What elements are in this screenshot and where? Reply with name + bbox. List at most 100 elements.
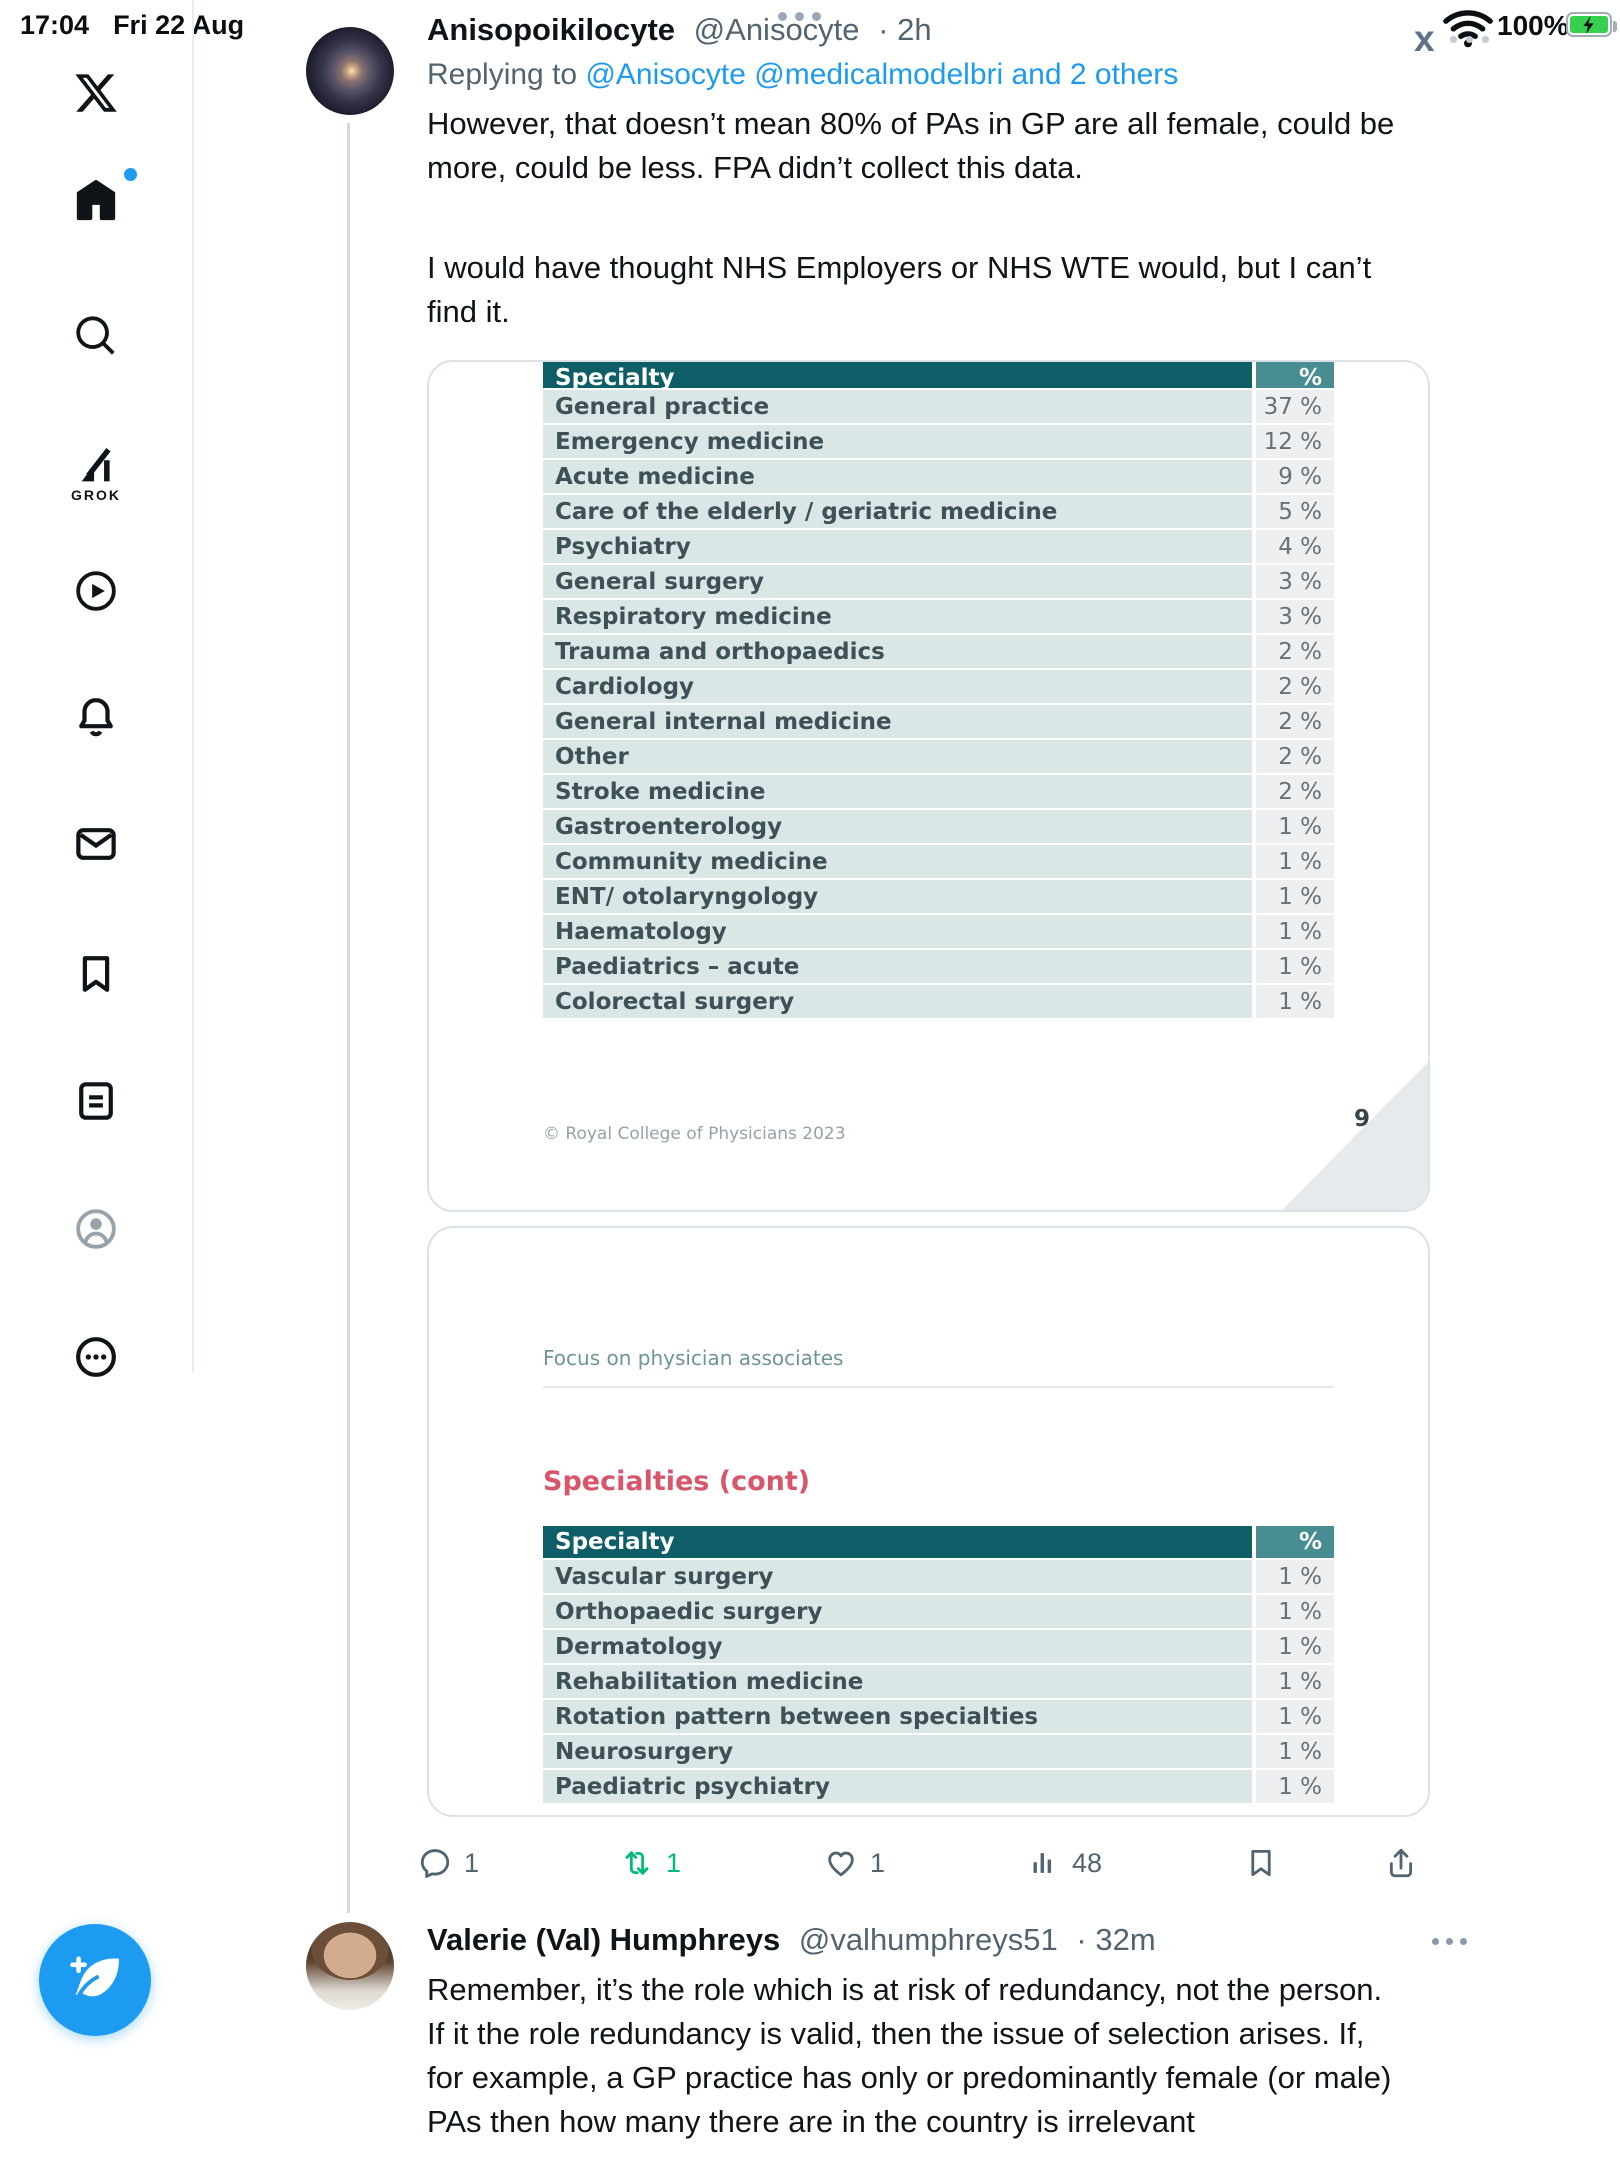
specialty-name-cell: Haematology [543,915,1252,948]
specialty-pct-cell: 1 % [1256,1700,1334,1733]
avatar-valerie-humphreys[interactable] [306,1922,394,2010]
like-count: 1 [870,1847,886,1878]
home-icon [76,179,116,221]
specialty-pct-cell: 1 % [1256,845,1334,878]
feather-compose-icon [70,1956,119,2001]
sidebar-item-more[interactable] [71,1332,121,1382]
table-row: Haematology 1 % [543,915,1334,948]
sidebar-item-x-home-logo[interactable] [71,68,121,118]
views-count: 48 [1072,1847,1103,1878]
specialty-table-page1: Specialty % General practice 37 % Emerge… [543,362,1334,1020]
sidebar-item-notifications[interactable] [71,692,121,742]
sidebar-item-video[interactable] [71,566,121,616]
tweet2-line-2: If it the role redundancy is valid, then… [427,2016,1365,2051]
table-row: Trauma and orthopaedics 2 % [543,635,1334,668]
tweet1-display-name[interactable]: Anisopoikilocyte [427,12,676,47]
sidebar-item-home[interactable] [71,176,121,226]
table1-header-pct: % [1256,362,1334,388]
specialty-pct-cell: 1 % [1256,1770,1334,1803]
tweet2-line-1: Remember, it’s the role which is at risk… [427,1972,1383,2007]
specialty-name-cell: Cardiology [543,670,1252,703]
sidebar-divider [192,0,194,1372]
sidebar-item-lists[interactable] [71,1076,121,1126]
specialty-pct-cell: 2 % [1256,635,1334,668]
specialty-pct-cell: 1 % [1256,1595,1334,1628]
tweet2-line-3: for example, a GP practice has only or p… [427,2060,1392,2095]
sidebar-item-profile[interactable] [71,1204,121,1254]
tweet2-header[interactable]: Valerie (Val) Humphreys @valhumphreys51 … [427,1922,1156,1958]
reply-count: 1 [464,1847,480,1878]
table-row: Respiratory medicine 3 % [543,600,1334,633]
specialty-name-cell: Paediatrics – acute [543,950,1252,983]
replying-mentions[interactable]: @Anisocyte @medicalmodelbri and 2 others [585,58,1179,91]
table-row: General internal medicine 2 % [543,705,1334,738]
views-button[interactable]: 48 [1026,1846,1102,1880]
tweet2-timestamp[interactable]: · 32m [1076,1922,1156,1957]
table-row: Dermatology 1 % [543,1630,1334,1663]
specialty-pct-cell: 3 % [1256,565,1334,598]
specialty-name-cell: Emergency medicine [543,425,1252,458]
avatar-anisopoikilocyte[interactable] [306,27,394,115]
tweet1-header[interactable]: Anisopoikilocyte @Anisocyte · 2h [427,12,932,48]
grok-icon [81,448,111,482]
specialty-pct-cell: 2 % [1256,705,1334,738]
specialty-name-cell: Neurosurgery [543,1735,1252,1768]
grok-label: GROK [71,487,121,503]
tweet1-image-1-specialty-table[interactable]: Specialty % General practice 37 % Emerge… [427,360,1430,1212]
specialty-name-cell: General internal medicine [543,705,1252,738]
play-circle-icon [76,571,116,611]
reply-button[interactable]: 1 [418,1846,479,1880]
specialty-name-cell: Other [543,740,1252,773]
sidebar-item-search[interactable] [71,311,121,361]
like-button[interactable]: 1 [824,1846,885,1880]
table-row: Care of the elderly / geriatric medicine… [543,495,1334,528]
table-row: Orthopaedic surgery 1 % [543,1595,1334,1628]
specialty-name-cell: Psychiatry [543,530,1252,563]
status-x-indicator-icon: x [1414,18,1435,59]
tweet1-line-1: However, that doesn’t mean 80% of PAs in… [427,106,1395,141]
tweet1-handle[interactable]: @Anisocyte [693,12,860,47]
sidebar-item-messages[interactable] [71,819,121,869]
tweet2-more-icon[interactable] [1432,1938,1467,1945]
home-notification-dot [124,168,137,181]
specialty-name-cell: General surgery [543,565,1252,598]
tweet2-handle[interactable]: @valhumphreys51 [798,1922,1058,1957]
table-row: Neurosurgery 1 % [543,1735,1334,1768]
specialty-name-cell: Colorectal surgery [543,985,1252,1018]
compose-fab-button[interactable] [39,1924,151,2036]
tweet1-image-2-specialty-table-cont[interactable]: Focus on physician associates Specialtie… [427,1226,1430,1817]
specialty-pct-cell: 1 % [1256,880,1334,913]
specialty-name-cell: Care of the elderly / geriatric medicine [543,495,1252,528]
bookmark-button[interactable] [1244,1846,1278,1880]
tweet1-paragraph-1: However, that doesn’t mean 80% of PAs in… [427,102,1567,190]
tweet1-timestamp[interactable]: · 2h [878,12,932,47]
table2-header-specialty: Specialty [543,1526,1252,1558]
battery-percent: 100% [1497,10,1569,41]
tweet1-paragraph-2: I would have thought NHS Employers or NH… [427,246,1567,334]
repost-count: 1 [666,1847,682,1878]
specialty-pct-cell: 1 % [1256,1560,1334,1593]
specialty-name-cell: Dermatology [543,1630,1252,1663]
sidebar-item-grok[interactable] [71,441,121,491]
sidebar-item-bookmarks[interactable] [71,949,121,999]
status-date: Fri 22 Aug [113,10,245,40]
page-corner-graphic [1280,1060,1428,1210]
repost-button[interactable]: 1 [620,1846,681,1880]
multitask-pill-icon[interactable] [778,12,821,21]
tweet2-display-name[interactable]: Valerie (Val) Humphreys [427,1922,781,1957]
table-row: ENT/ otolaryngology 1 % [543,880,1334,913]
specialty-pct-cell: 3 % [1256,600,1334,633]
specialty-name-cell: Rehabilitation medicine [543,1665,1252,1698]
specialty-name-cell: Paediatric psychiatry [543,1770,1252,1803]
table-row: Acute medicine 9 % [543,460,1334,493]
table-row: General practice 37 % [543,390,1334,423]
table1-header-specialty: Specialty [543,362,1252,388]
share-button[interactable] [1384,1846,1418,1880]
x-logo-icon [75,74,117,112]
table-row: Paediatric psychiatry 1 % [543,1770,1334,1803]
page-number: 9 [1353,1106,1370,1132]
table-row: Psychiatry 4 % [543,530,1334,563]
table-row: Emergency medicine 12 % [543,425,1334,458]
more-circle-icon [76,1337,116,1377]
specialty-name-cell: Gastroenterology [543,810,1252,843]
